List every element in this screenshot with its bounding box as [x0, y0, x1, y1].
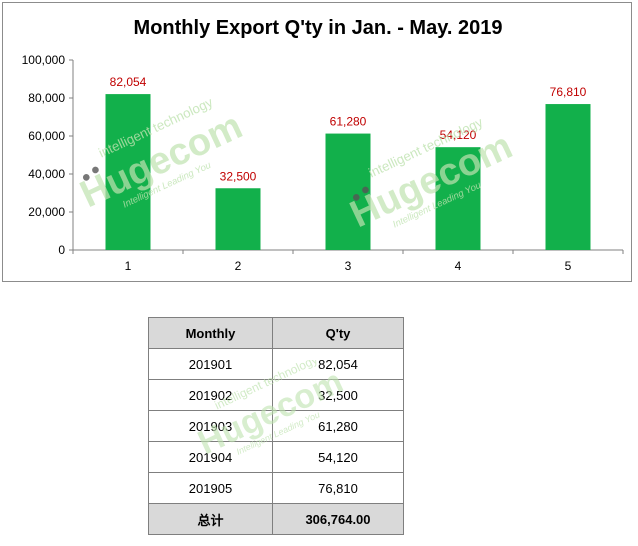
data-label: 76,810 [550, 85, 587, 99]
cell-qty: 82,054 [272, 348, 404, 380]
table-total-row: 总计 306,764.00 [148, 503, 404, 535]
data-label: 32,500 [220, 169, 257, 183]
chart-container: Monthly Export Q'ty in Jan. - May. 2019 … [2, 2, 632, 282]
table-header-row: Monthly Q'ty [148, 317, 404, 349]
bar-chart: Monthly Export Q'ty in Jan. - May. 2019 … [22, 17, 624, 273]
cell-qty: 32,500 [272, 379, 404, 411]
bar [215, 188, 261, 250]
y-tick-label: 20,000 [28, 205, 65, 219]
bar [105, 94, 151, 250]
table-row: 201905 76,810 [148, 472, 404, 504]
header-monthly: Monthly [148, 317, 273, 349]
y-tick-label: 100,000 [22, 53, 66, 67]
cell-month: 201904 [148, 441, 273, 473]
watermark-dot [362, 186, 369, 194]
y-tick-label: 80,000 [28, 91, 65, 105]
y-tick-label: 0 [58, 243, 65, 257]
table-row: 201904 54,120 [148, 441, 404, 473]
bar [545, 104, 591, 250]
data-label: 61,280 [330, 115, 367, 129]
cell-month: 201903 [148, 410, 273, 442]
data-label: 82,054 [110, 75, 147, 89]
total-label: 总计 [148, 503, 273, 535]
x-tick-label: 1 [125, 259, 132, 273]
header-qty: Q'ty [272, 317, 404, 349]
watermark-dot [82, 174, 90, 181]
tick-labels: 0 20,000 40,000 60,000 80,000 100,000 1 2 3 4 5 [22, 53, 572, 273]
x-tick-label: 2 [235, 259, 242, 273]
table-row: 201901 82,054 [148, 348, 404, 380]
cell-month: 201902 [148, 379, 273, 411]
cell-qty: 76,810 [272, 472, 404, 504]
x-tick-label: 4 [455, 259, 462, 273]
bar-series [105, 94, 591, 250]
cell-month: 201905 [148, 472, 273, 504]
cell-month: 201901 [148, 348, 273, 380]
watermark-dot [352, 194, 360, 201]
cell-qty: 61,280 [272, 410, 404, 442]
table-row: 201902 32,500 [148, 379, 404, 411]
data-label: 54,120 [440, 128, 477, 142]
bar [435, 147, 481, 250]
chart-title: Monthly Export Q'ty in Jan. - May. 2019 [134, 17, 503, 39]
x-tick-label: 3 [345, 259, 352, 273]
table-row: 201903 61,280 [148, 410, 404, 442]
y-tick-label: 60,000 [28, 129, 65, 143]
total-value: 306,764.00 [272, 503, 404, 535]
data-table: Monthly Q'ty 201901 82,054 201902 32,500… [148, 317, 404, 535]
data-labels: 82,054 32,500 61,280 54,120 76,810 [110, 75, 587, 183]
x-tick-label: 5 [565, 259, 572, 273]
y-tick-label: 40,000 [28, 167, 65, 181]
watermark-dot [92, 166, 99, 174]
cell-qty: 54,120 [272, 441, 404, 473]
